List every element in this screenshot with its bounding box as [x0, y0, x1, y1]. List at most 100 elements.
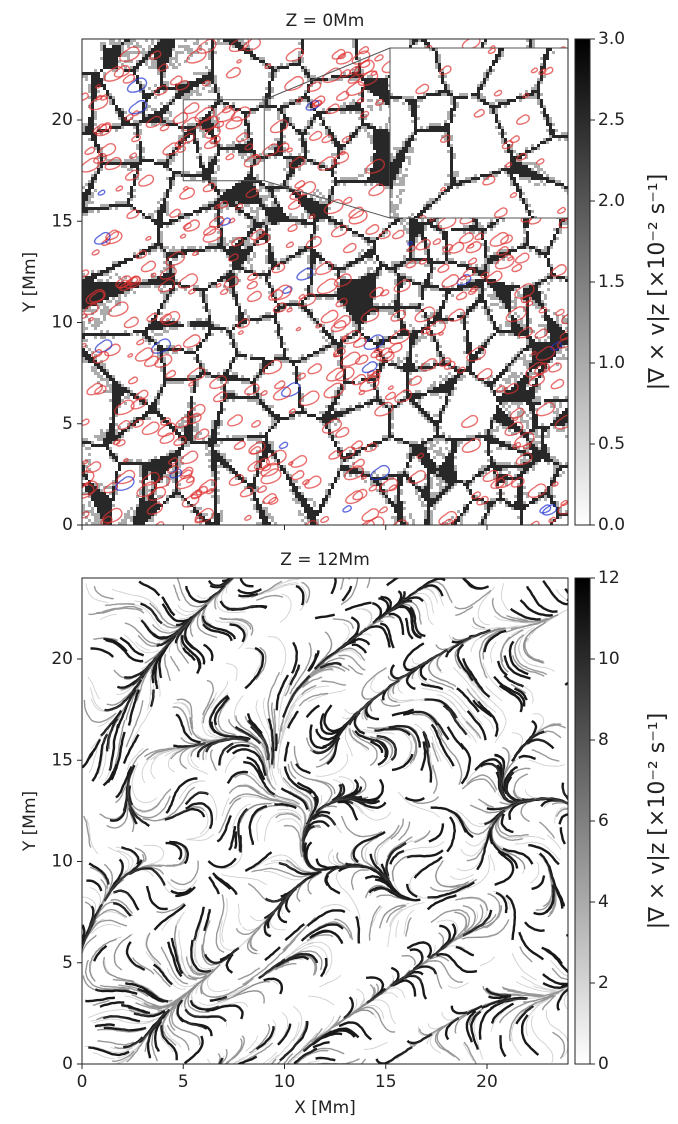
contour	[128, 99, 148, 115]
contour	[83, 303, 99, 316]
colorbar-tick-label: 12	[598, 568, 620, 588]
contour	[407, 240, 413, 246]
contour	[128, 376, 139, 385]
contour	[343, 196, 353, 205]
colorbar-tick-label: 1.0	[598, 353, 625, 373]
contour	[124, 113, 134, 122]
contour	[284, 75, 304, 92]
contour	[150, 272, 157, 278]
contour	[123, 316, 139, 329]
contour	[374, 98, 384, 106]
contour	[320, 309, 339, 324]
contour	[287, 199, 302, 211]
contour	[94, 339, 113, 353]
contour	[82, 418, 90, 426]
contour	[177, 273, 199, 289]
contour	[432, 238, 442, 246]
contour	[321, 67, 343, 83]
contour	[260, 468, 282, 485]
contour	[254, 232, 271, 246]
contour	[236, 59, 242, 64]
contour	[187, 367, 206, 382]
contour	[180, 450, 199, 465]
contour	[264, 63, 272, 70]
contour	[466, 346, 487, 362]
contour	[343, 465, 364, 481]
contour	[437, 263, 450, 274]
contour	[181, 494, 200, 508]
contour	[251, 419, 261, 428]
texture	[82, 39, 568, 525]
contour	[509, 192, 518, 199]
contour	[182, 185, 189, 191]
contour	[159, 123, 170, 132]
contour	[250, 228, 266, 241]
contour	[510, 476, 525, 488]
contour	[247, 272, 258, 281]
contour	[542, 66, 554, 76]
contour	[244, 143, 254, 151]
contour	[82, 269, 90, 278]
contour	[247, 290, 262, 303]
contour	[91, 249, 100, 256]
contour	[175, 79, 190, 91]
contour	[516, 114, 530, 125]
contour	[86, 382, 103, 396]
contour	[131, 134, 142, 143]
contour	[262, 359, 283, 375]
inset-image	[390, 48, 568, 218]
contour	[333, 151, 350, 165]
contour	[467, 257, 478, 265]
contour	[165, 369, 177, 379]
contour	[198, 479, 217, 494]
contour	[182, 334, 201, 348]
contour	[217, 200, 229, 209]
contour	[389, 328, 411, 345]
contour	[188, 381, 195, 387]
contour	[321, 418, 342, 434]
contour	[244, 514, 252, 521]
contour	[561, 313, 568, 325]
inset-connector	[264, 47, 391, 101]
contour	[332, 347, 346, 358]
contour	[194, 507, 215, 523]
contour	[296, 97, 304, 103]
contour	[504, 161, 513, 168]
contour	[515, 452, 533, 466]
contour	[225, 116, 243, 130]
contour	[159, 432, 175, 445]
contour	[136, 481, 157, 498]
inset-connector	[264, 180, 391, 219]
contour	[439, 134, 451, 143]
contour	[97, 189, 106, 196]
contour	[345, 81, 366, 96]
colorbar-tick-label: 2.0	[598, 191, 625, 211]
contour	[242, 39, 261, 52]
contour	[141, 421, 160, 436]
contour	[253, 457, 270, 471]
contour	[247, 460, 263, 472]
contour	[179, 187, 195, 200]
contour	[539, 504, 552, 514]
contour	[465, 241, 482, 254]
contour	[415, 83, 430, 95]
contour	[295, 326, 302, 332]
contour	[115, 185, 124, 192]
contour	[82, 92, 89, 101]
contour	[307, 81, 322, 92]
contour	[345, 490, 364, 505]
contour	[347, 74, 360, 84]
contour	[82, 313, 88, 320]
contour	[374, 401, 394, 417]
contour	[514, 252, 530, 264]
contour	[349, 66, 360, 75]
texture	[82, 578, 568, 1064]
contour	[461, 438, 482, 453]
contour	[493, 207, 508, 218]
colorbar	[574, 577, 591, 1065]
contour	[359, 59, 371, 69]
contour	[231, 236, 244, 247]
contour	[245, 188, 259, 199]
contour	[214, 204, 221, 210]
y-axis-label: Y [Mm]	[20, 252, 40, 313]
